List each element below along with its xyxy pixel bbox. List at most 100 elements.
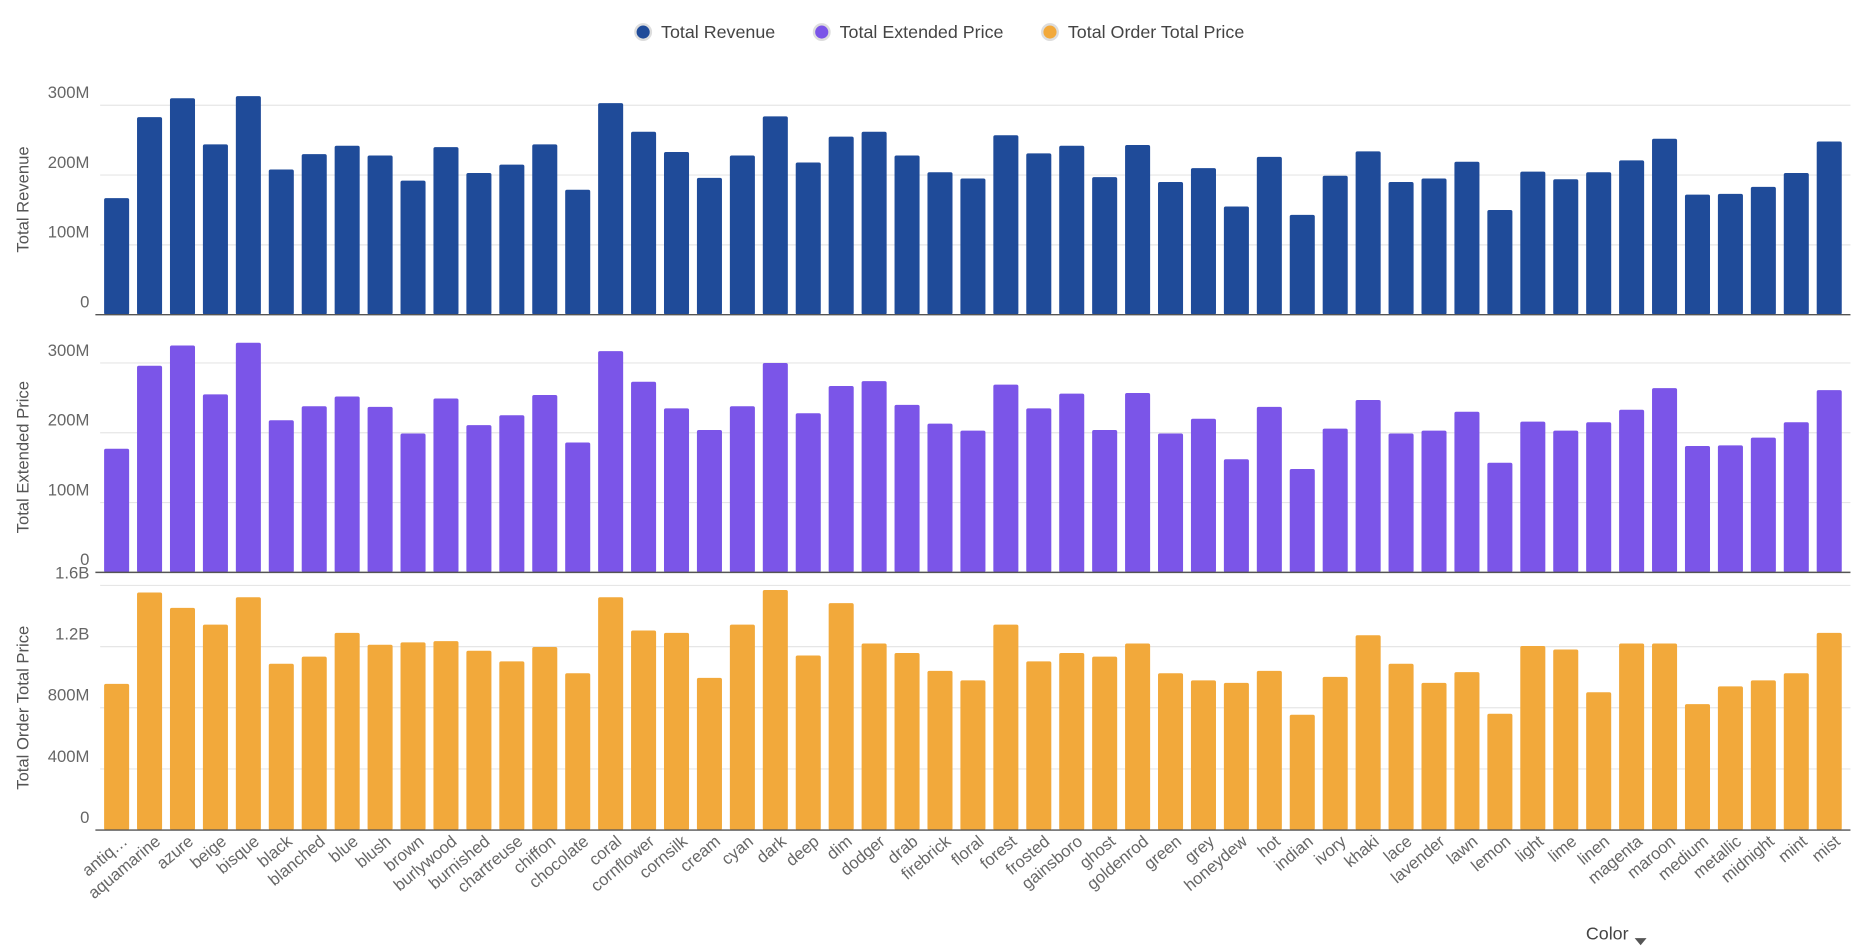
bar bbox=[1223, 206, 1249, 315]
bar bbox=[960, 680, 986, 831]
x-tick-label: indian bbox=[1270, 832, 1316, 875]
bar bbox=[1355, 151, 1381, 315]
bar bbox=[663, 152, 690, 315]
bar bbox=[1717, 686, 1743, 831]
bar bbox=[1783, 422, 1809, 573]
x-axis-label[interactable]: Color bbox=[1586, 923, 1629, 943]
bar bbox=[696, 177, 722, 315]
bar bbox=[1388, 663, 1414, 831]
bar bbox=[268, 169, 294, 315]
bar bbox=[565, 189, 591, 315]
bar bbox=[1421, 430, 1447, 573]
bar bbox=[1158, 673, 1184, 831]
bar bbox=[235, 597, 261, 831]
bar bbox=[532, 395, 558, 573]
bar bbox=[631, 381, 657, 573]
bar bbox=[598, 597, 624, 831]
bar bbox=[1816, 390, 1842, 573]
x-tick-label: deep bbox=[782, 832, 823, 870]
bar bbox=[795, 413, 821, 573]
bar bbox=[169, 98, 196, 315]
y-tick-label: 400M bbox=[48, 747, 90, 766]
bar bbox=[1553, 649, 1579, 831]
bar bbox=[1092, 429, 1118, 573]
legend-label: Total Extended Price bbox=[840, 22, 1004, 42]
bar bbox=[1322, 676, 1348, 831]
bar bbox=[1717, 445, 1743, 573]
bar bbox=[1816, 632, 1842, 831]
bar bbox=[532, 144, 558, 315]
x-tick-label: green bbox=[1140, 832, 1185, 874]
bar bbox=[169, 607, 196, 831]
bar bbox=[1289, 469, 1315, 573]
bar bbox=[1750, 680, 1776, 831]
bar bbox=[696, 677, 722, 831]
x-tick-label: dark bbox=[753, 831, 791, 867]
bar bbox=[927, 172, 953, 315]
bar bbox=[334, 632, 360, 831]
x-tick-label: mist bbox=[1808, 831, 1844, 865]
bar bbox=[1586, 172, 1612, 315]
y-tick-label: 0 bbox=[80, 293, 89, 312]
sort-icon[interactable] bbox=[1634, 938, 1647, 946]
bar bbox=[1619, 160, 1645, 315]
bar bbox=[1421, 682, 1447, 831]
bar bbox=[1026, 408, 1052, 573]
bar bbox=[828, 603, 854, 831]
bar bbox=[1388, 433, 1414, 573]
bar bbox=[894, 404, 920, 573]
x-tick-label: light bbox=[1512, 831, 1548, 865]
bar bbox=[1652, 643, 1678, 831]
bar bbox=[729, 624, 755, 831]
bar bbox=[466, 172, 492, 315]
bar bbox=[1256, 156, 1282, 315]
bar bbox=[367, 155, 393, 315]
bar bbox=[1487, 462, 1513, 573]
bar bbox=[598, 103, 624, 315]
y-tick-label: 0 bbox=[80, 808, 89, 827]
bar bbox=[631, 131, 657, 315]
bar bbox=[1553, 179, 1579, 315]
bar bbox=[1190, 680, 1216, 831]
bar bbox=[1652, 138, 1678, 315]
bar bbox=[729, 406, 755, 573]
bar bbox=[1454, 161, 1480, 315]
bar bbox=[1750, 437, 1776, 573]
bar bbox=[268, 420, 294, 573]
bar bbox=[1289, 714, 1315, 831]
bar bbox=[696, 429, 722, 573]
bar bbox=[202, 624, 228, 831]
bar bbox=[1717, 193, 1743, 315]
bar bbox=[334, 145, 360, 315]
bar bbox=[137, 592, 163, 831]
x-tick-label: azure bbox=[153, 832, 197, 873]
bar bbox=[1223, 682, 1249, 831]
bar bbox=[927, 670, 953, 831]
bar bbox=[1421, 178, 1447, 315]
bar bbox=[1322, 428, 1348, 573]
bar bbox=[1816, 141, 1842, 315]
bar bbox=[1125, 643, 1151, 831]
y-tick-label: 100M bbox=[48, 480, 90, 499]
bar bbox=[400, 180, 426, 315]
legend-label: Total Revenue bbox=[661, 22, 775, 42]
bar bbox=[1059, 653, 1085, 831]
bar bbox=[1520, 421, 1546, 573]
bar bbox=[1158, 433, 1184, 573]
bar bbox=[466, 650, 492, 831]
bar bbox=[565, 442, 591, 573]
bar bbox=[1684, 194, 1711, 315]
bar bbox=[1586, 692, 1612, 831]
y-tick-label: 300M bbox=[48, 83, 90, 102]
bar bbox=[1652, 388, 1678, 573]
x-tick-label: ivory bbox=[1310, 831, 1350, 868]
bar bbox=[137, 117, 163, 315]
bar bbox=[301, 154, 327, 315]
bar bbox=[861, 381, 887, 573]
bar bbox=[1322, 175, 1348, 315]
bar bbox=[400, 433, 426, 573]
bar bbox=[1125, 145, 1151, 315]
y-tick-label: 200M bbox=[48, 153, 90, 172]
legend-marker bbox=[1041, 23, 1059, 41]
y-tick-label: 800M bbox=[48, 686, 90, 705]
